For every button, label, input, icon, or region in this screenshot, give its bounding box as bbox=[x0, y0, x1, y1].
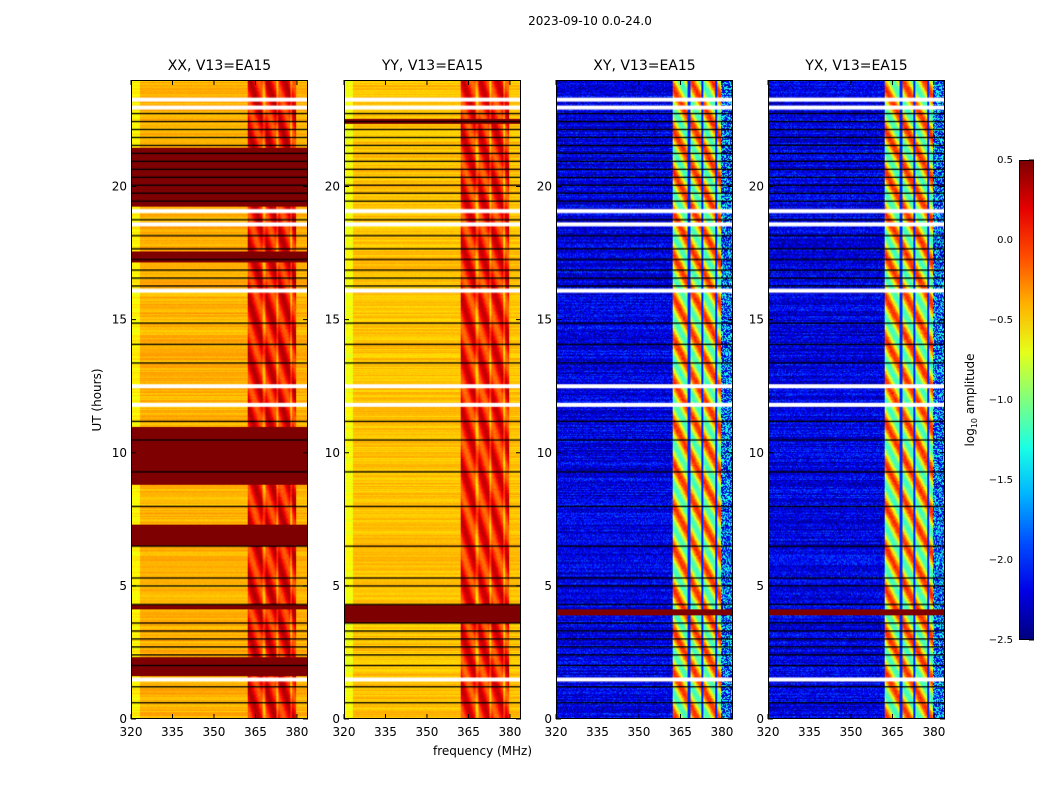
x-tick-label: 380 bbox=[710, 725, 733, 739]
x-tick-label: 380 bbox=[498, 725, 521, 739]
panel-title-xy: XY, V13=EA15 bbox=[593, 58, 696, 74]
colorbar-tick-label: 0.0 bbox=[997, 235, 1013, 246]
x-tick-label: 365 bbox=[881, 725, 904, 739]
colorbar-label: log10 amplitude bbox=[963, 354, 979, 447]
x-tick-label: 350 bbox=[628, 725, 651, 739]
y-tick-label: 15 bbox=[112, 313, 127, 327]
y-tick-label: 5 bbox=[332, 579, 340, 593]
x-tick-label: 335 bbox=[374, 725, 397, 739]
heatmap-image bbox=[769, 81, 944, 718]
x-tick-label: 365 bbox=[669, 725, 692, 739]
heatmap-xx bbox=[131, 80, 308, 719]
x-tick-label: 350 bbox=[840, 725, 863, 739]
x-tick-label: 380 bbox=[922, 725, 945, 739]
colorbar-tick-label: −0.5 bbox=[989, 315, 1013, 326]
y-tick-label: 0 bbox=[756, 712, 764, 726]
x-axis-label: frequency (MHz) bbox=[433, 744, 532, 758]
x-tick-label: 320 bbox=[333, 725, 356, 739]
heatmap-yx bbox=[768, 80, 945, 719]
y-tick-label: 5 bbox=[544, 579, 552, 593]
x-tick-label: 365 bbox=[244, 725, 267, 739]
y-tick-label: 15 bbox=[325, 313, 340, 327]
x-tick-label: 380 bbox=[285, 725, 308, 739]
colorbar-tick-label: −2.0 bbox=[989, 555, 1013, 566]
panel-title-yx: YX, V13=EA15 bbox=[805, 58, 908, 74]
y-tick-label: 15 bbox=[749, 313, 764, 327]
y-axis-label: UT (hours) bbox=[90, 368, 104, 431]
y-tick-label: 0 bbox=[332, 712, 340, 726]
x-tick-label: 350 bbox=[416, 725, 439, 739]
figure-title: 2023-09-10 0.0-24.0 bbox=[528, 14, 652, 28]
colorbar bbox=[1019, 160, 1034, 640]
x-tick-label: 335 bbox=[161, 725, 184, 739]
heatmap-xy bbox=[556, 80, 733, 719]
colorbar-tick-label: 0.5 bbox=[997, 155, 1013, 166]
y-tick-label: 0 bbox=[544, 712, 552, 726]
heatmap-yy bbox=[344, 80, 521, 719]
panel-title-xx: XX, V13=EA15 bbox=[167, 58, 272, 74]
y-tick-label: 10 bbox=[537, 446, 552, 460]
x-tick-label: 365 bbox=[457, 725, 480, 739]
y-tick-label: 5 bbox=[119, 579, 127, 593]
y-tick-label: 10 bbox=[325, 446, 340, 460]
heatmap-image bbox=[345, 81, 520, 718]
heatmap-image bbox=[557, 81, 732, 718]
y-tick-label: 20 bbox=[749, 180, 764, 194]
colorbar-tick-label: −2.5 bbox=[989, 635, 1013, 646]
y-tick-label: 5 bbox=[756, 579, 764, 593]
x-tick-label: 320 bbox=[120, 725, 143, 739]
x-tick-label: 320 bbox=[757, 725, 780, 739]
y-tick-label: 20 bbox=[537, 180, 552, 194]
x-tick-label: 350 bbox=[203, 725, 226, 739]
x-tick-label: 320 bbox=[545, 725, 568, 739]
y-tick-label: 20 bbox=[325, 180, 340, 194]
colorbar-tick-label: −1.0 bbox=[989, 395, 1013, 406]
y-tick-label: 10 bbox=[749, 446, 764, 460]
panel-title-yy: YY, V13=EA15 bbox=[381, 58, 484, 74]
heatmap-image bbox=[132, 81, 307, 718]
y-tick-label: 20 bbox=[112, 180, 127, 194]
colorbar-tick-label: −1.5 bbox=[989, 475, 1013, 486]
y-tick-label: 10 bbox=[112, 446, 127, 460]
x-tick-label: 335 bbox=[798, 725, 821, 739]
x-tick-label: 335 bbox=[586, 725, 609, 739]
y-tick-label: 15 bbox=[537, 313, 552, 327]
y-tick-label: 0 bbox=[119, 712, 127, 726]
